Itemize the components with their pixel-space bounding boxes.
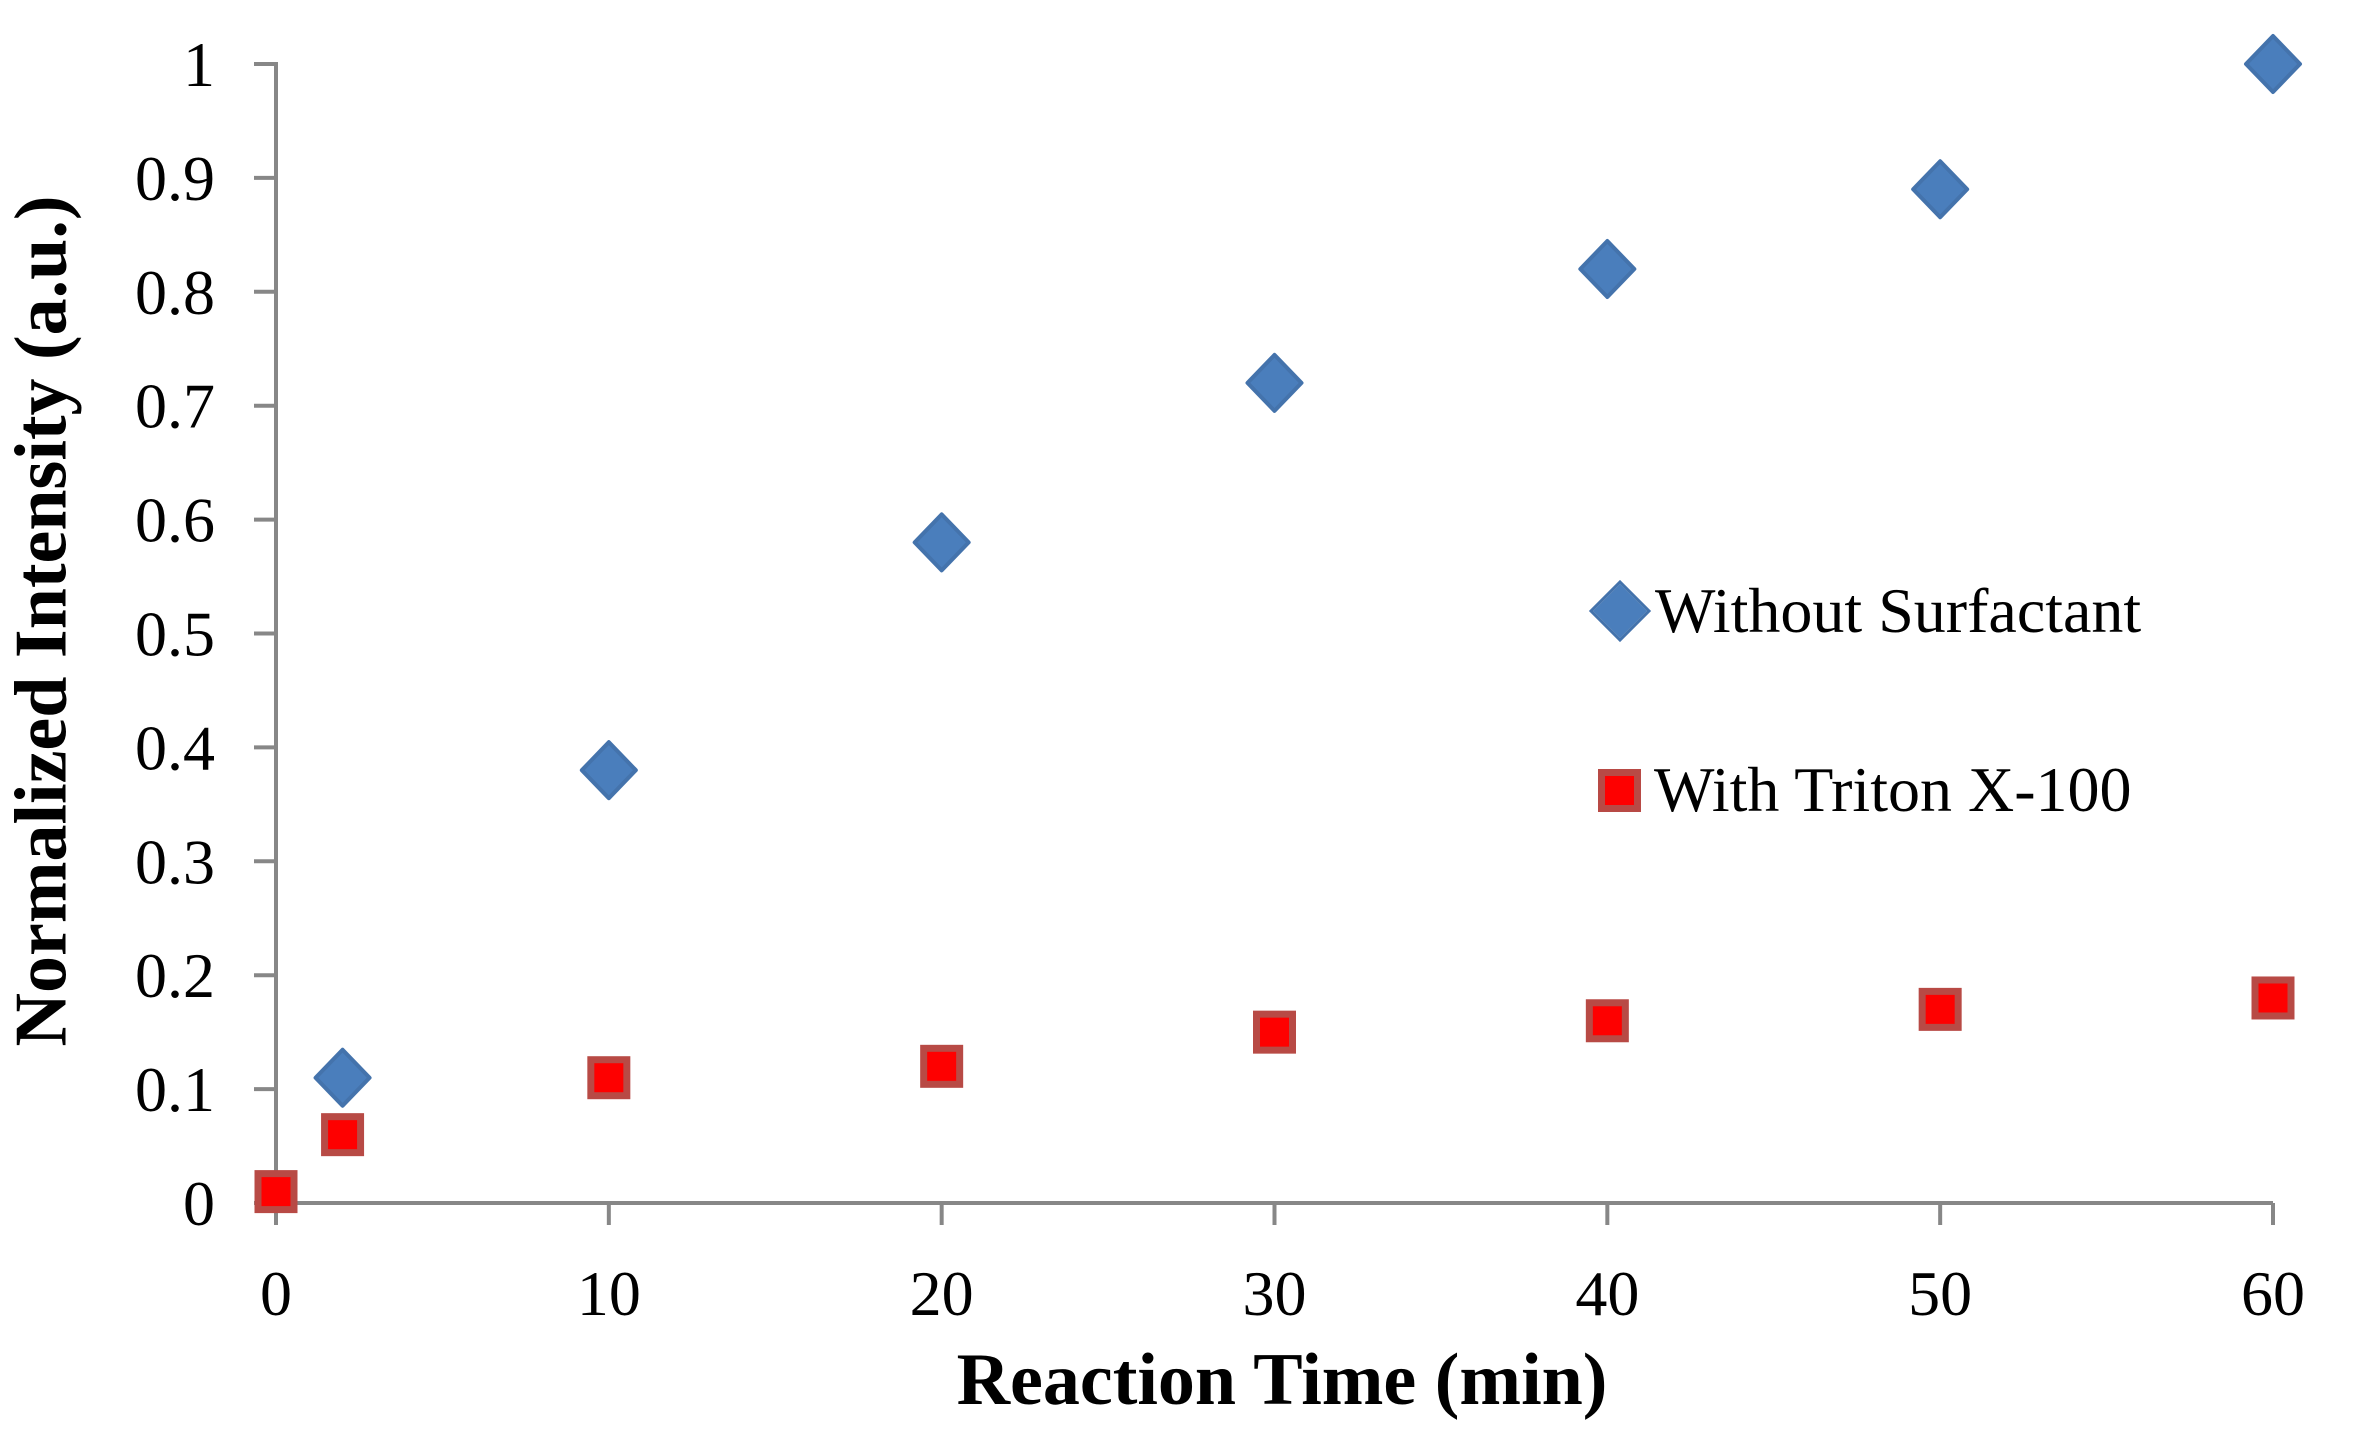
legend-item-without-surfactant: Without Surfactant bbox=[1588, 574, 2142, 648]
legend-label: Without Surfactant bbox=[1655, 575, 2142, 646]
data-point-diamond bbox=[313, 1047, 372, 1108]
data-point-diamond bbox=[1245, 352, 1304, 413]
x-tick-label: 0 bbox=[260, 1258, 292, 1329]
y-tick-label: 0 bbox=[183, 1168, 215, 1239]
y-tick-label: 0.3 bbox=[135, 826, 215, 897]
data-point-diamond bbox=[579, 740, 638, 801]
y-tick-label: 0.8 bbox=[135, 257, 215, 328]
legend-label: With Triton X-100 bbox=[1654, 754, 2132, 825]
y-tick-label: 0.2 bbox=[135, 940, 215, 1011]
diamond-marker-icon bbox=[1588, 579, 1652, 643]
x-tick-label: 30 bbox=[1243, 1258, 1307, 1329]
y-tick-label: 0.1 bbox=[135, 1054, 215, 1125]
data-point-square bbox=[1918, 987, 1962, 1031]
data-point-diamond bbox=[912, 512, 971, 573]
y-tick-label: 0.5 bbox=[135, 599, 215, 670]
data-point-square bbox=[1585, 999, 1629, 1043]
legend-item-with-triton: With Triton X-100 bbox=[1593, 753, 2132, 827]
y-axis-title: Normalized Intensity (a.u.) bbox=[0, 195, 83, 1047]
x-tick-label: 40 bbox=[1575, 1258, 1639, 1329]
data-point-diamond bbox=[2244, 34, 2302, 94]
x-axis-title: Reaction Time (min) bbox=[956, 1339, 1608, 1421]
y-tick-label: 0.6 bbox=[135, 485, 215, 556]
data-point-square bbox=[254, 1170, 298, 1214]
data-point-square bbox=[2251, 976, 2295, 1020]
data-point-square bbox=[587, 1056, 631, 1100]
data-point-square bbox=[321, 1113, 365, 1157]
x-tick-label: 60 bbox=[2241, 1258, 2305, 1329]
y-tick-label: 0.4 bbox=[135, 712, 215, 783]
y-tick-label: 0.7 bbox=[135, 371, 215, 442]
x-tick-label: 50 bbox=[1908, 1258, 1972, 1329]
square-marker-icon bbox=[1598, 768, 1641, 812]
data-point-square bbox=[920, 1044, 964, 1088]
data-point-diamond bbox=[1911, 159, 1970, 220]
x-tick-label: 10 bbox=[577, 1258, 641, 1329]
y-tick-label: 1 bbox=[183, 29, 215, 100]
x-tick-label: 20 bbox=[910, 1258, 974, 1329]
y-tick-label: 0.9 bbox=[135, 143, 215, 214]
data-point-diamond bbox=[1578, 239, 1637, 300]
data-point-square bbox=[1253, 1010, 1296, 1054]
